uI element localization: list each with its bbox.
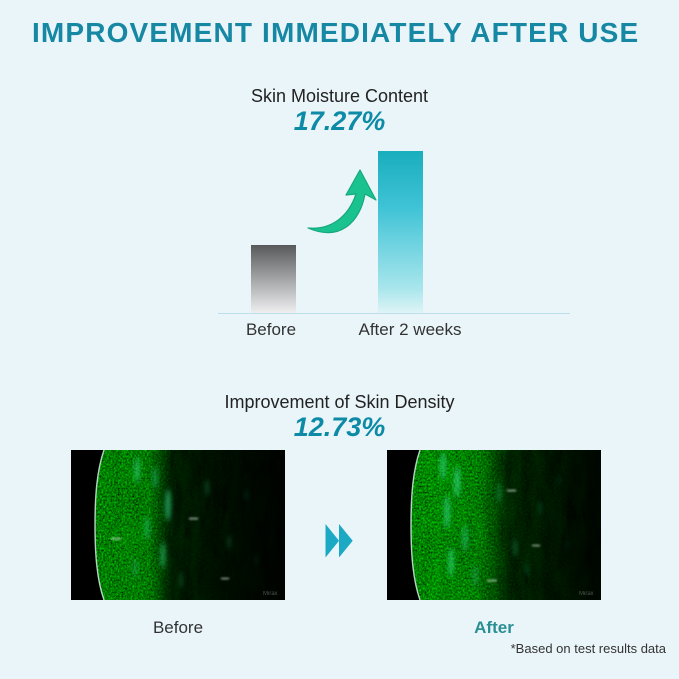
svg-text:Mirax: Mirax: [263, 591, 278, 597]
svg-text:Mirax: Mirax: [579, 591, 594, 597]
